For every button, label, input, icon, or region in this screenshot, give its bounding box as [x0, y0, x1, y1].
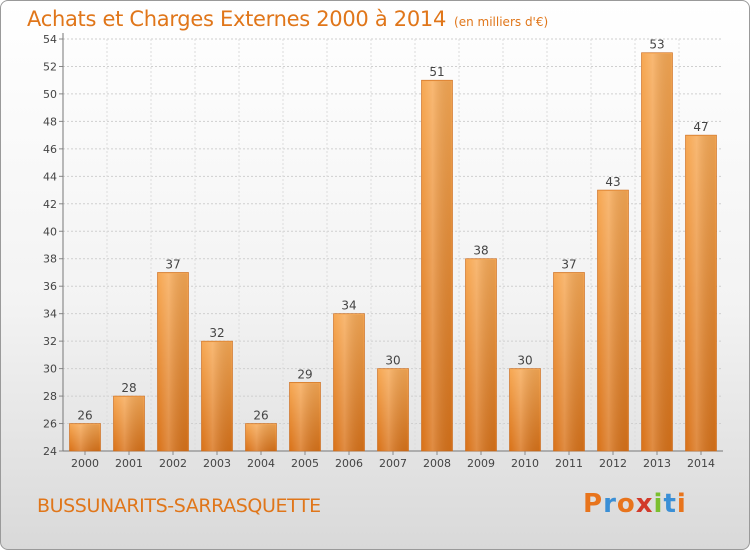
y-tick-label: 40: [43, 225, 57, 238]
bar-highlight-2005: [290, 383, 320, 451]
x-tick-label-2014: 2014: [687, 457, 715, 470]
data-labels: 26 28 37 32 26 29 34 30 51 38 30 37 43 53 47: [77, 38, 708, 423]
data-label-2014: 47: [693, 120, 708, 134]
data-label-2006: 34: [341, 299, 356, 313]
y-tick-label: 48: [43, 115, 57, 128]
y-tick-label: 54: [43, 33, 57, 46]
bars: [69, 52, 717, 452]
bar-highlight-2012: [598, 191, 628, 452]
y-tick-label: 26: [43, 418, 57, 431]
x-tick-label-2002: 2002: [159, 457, 187, 470]
logo-letter: i: [676, 489, 687, 519]
bar-highlight-2011: [554, 273, 584, 451]
data-label-2004: 26: [253, 409, 268, 423]
x-tick-label-2003: 2003: [203, 457, 231, 470]
data-label-2001: 28: [121, 381, 136, 395]
data-label-2003: 32: [209, 326, 224, 340]
y-tick-label: 24: [43, 445, 57, 458]
y-tick-label: 30: [43, 363, 57, 376]
y-tick-label: 44: [43, 170, 57, 183]
logo-letter: r: [603, 489, 617, 519]
bar-highlight-2003: [202, 342, 232, 451]
bar-highlight-2013: [642, 53, 672, 451]
logo-letter: o: [616, 489, 636, 519]
x-tick-label-2004: 2004: [247, 457, 275, 470]
x-tick-label-2012: 2012: [599, 457, 627, 470]
data-label-2002: 37: [165, 257, 180, 271]
bar-highlight-2001: [114, 397, 144, 451]
x-tick-label-2010: 2010: [511, 457, 539, 470]
data-label-2008: 51: [429, 65, 444, 79]
axes: 24 26 28 30 32 34 36 38 40 42 44 46 48 50 52 54 2000 2001…: [43, 33, 723, 470]
x-tick-label-2007: 2007: [379, 457, 407, 470]
data-label-2000: 26: [77, 409, 92, 423]
logo-letter: t: [663, 489, 677, 519]
y-tick-label: 34: [43, 308, 57, 321]
bar-highlight-2004: [246, 424, 276, 451]
logo-letter: i: [653, 489, 664, 519]
x-tick-label-2008: 2008: [423, 457, 451, 470]
y-tick-label: 50: [43, 88, 57, 101]
bar-highlight-2014: [686, 136, 716, 451]
data-label-2010: 30: [517, 354, 532, 368]
x-tick-label-2011: 2011: [555, 457, 583, 470]
bar-highlight-2007: [378, 369, 408, 451]
y-tick-label: 52: [43, 60, 57, 73]
chart-title-text: Achats et Charges Externes 2000 à 2014: [27, 7, 447, 31]
x-tick-label-2013: 2013: [643, 457, 671, 470]
chart-title: Achats et Charges Externes 2000 à 2014 (e…: [27, 7, 548, 31]
y-tick-label: 32: [43, 335, 57, 348]
data-label-2013: 53: [649, 38, 664, 52]
y-tick-label: 28: [43, 390, 57, 403]
bar-highlight-2002: [158, 273, 188, 451]
y-tick-label: 36: [43, 280, 57, 293]
bar-highlight-2000: [70, 424, 100, 451]
y-tick-label: 38: [43, 253, 57, 266]
y-tick-label: 42: [43, 198, 57, 211]
x-tick-label-2001: 2001: [115, 457, 143, 470]
logo-letter: x: [635, 489, 654, 519]
x-tick-label-2000: 2000: [71, 457, 99, 470]
bar-highlight-2010: [510, 369, 540, 451]
data-label-2009: 38: [473, 244, 488, 258]
x-tick-label-2005: 2005: [291, 457, 319, 470]
proxiti-logo: Proxiti: [583, 489, 687, 519]
data-label-2012: 43: [605, 175, 620, 189]
data-label-2011: 37: [561, 257, 576, 271]
logo-letter: P: [583, 489, 604, 519]
bar-highlight-2006: [334, 314, 364, 451]
x-tick-label-2006: 2006: [335, 457, 363, 470]
commune-name: BUSSUNARITS-SARRASQUETTE: [37, 495, 321, 517]
data-label-2005: 29: [297, 367, 312, 381]
bar-highlight-2009: [466, 259, 496, 451]
x-tick-label-2009: 2009: [467, 457, 495, 470]
data-label-2007: 30: [385, 354, 400, 368]
y-tick-label: 46: [43, 143, 57, 156]
chart-unit: (en milliers d'€): [454, 15, 549, 29]
bar-highlight-2008: [422, 81, 452, 451]
